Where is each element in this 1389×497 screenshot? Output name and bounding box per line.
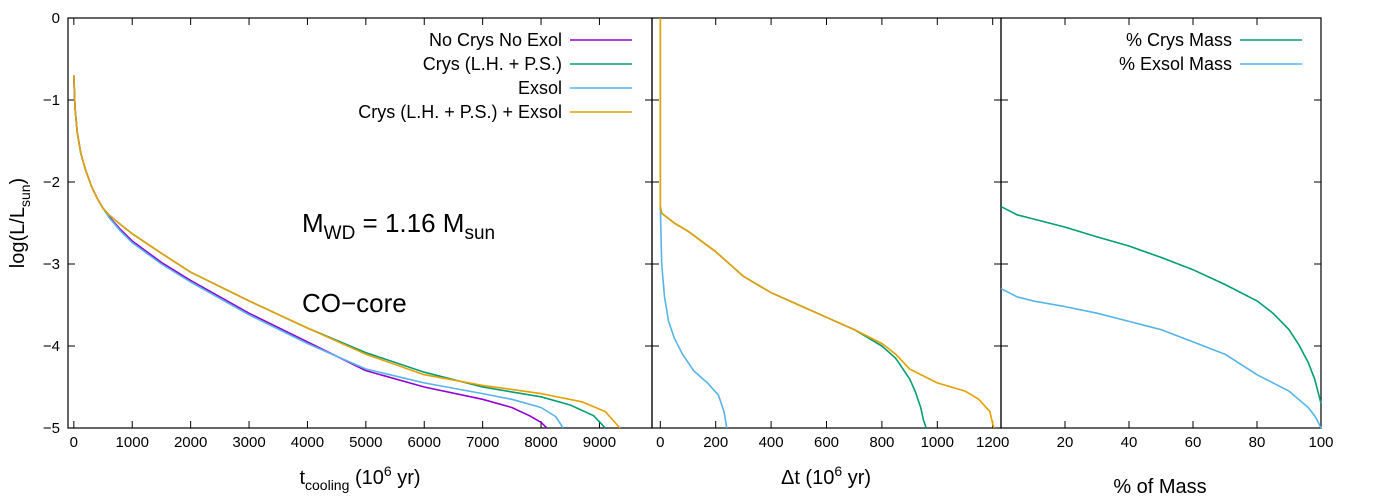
mass-annotation: MWD = 1.16 Msun — [302, 208, 495, 244]
y-tick-label--2: −2 — [43, 174, 60, 191]
x-axis-title-delay: Δt (106 yr) — [781, 463, 871, 489]
x-tick-label-2-20: 20 — [1057, 434, 1074, 451]
x-tick-label-0-8000: 8000 — [524, 434, 557, 451]
panel-2-frame — [651, 17, 1002, 429]
legend-label-crys-l-h-p-s-exsol: Crys (L.H. + P.S.) + Exsol — [358, 102, 562, 122]
x-tick-label-0-5000: 5000 — [349, 434, 382, 451]
x-tick-label-0-1000: 1000 — [116, 434, 149, 451]
panel-mass-fraction: 20 40 60 80 100 % Crys Mass % Exsol Mass % of… — [1000, 17, 1334, 497]
x-tick-label-0-3000: 3000 — [232, 434, 265, 451]
x-tick-label-1-600: 600 — [814, 434, 839, 451]
legend-label-crys-mass: % Crys Mass — [1126, 30, 1232, 50]
panel-1-ticks: 0 1000 2000 3000 4000 5000 6000 7000 8000 9000 0 −1… — [43, 10, 652, 451]
panel-3-frame — [1000, 17, 1322, 429]
x-tick-label-2-100: 100 — [1308, 434, 1333, 451]
series-line-2-exsol-mass — [1000, 287, 1322, 429]
series-line-0-crys-l-h-p-s — [73, 75, 606, 429]
legend-label-no-crys-no-exol: No Crys No Exol — [429, 30, 562, 50]
x-tick-label-0-7000: 7000 — [466, 434, 499, 451]
panel-cooling-curves: 0 1000 2000 3000 4000 5000 6000 7000 8000 9000 0 −1… — [7, 10, 652, 493]
legend-label-crys-l-h-p-s: Crys (L.H. + P.S.) — [423, 54, 562, 74]
core-annotation: CO−core — [302, 288, 407, 318]
series-line-2-crys-mass — [1000, 205, 1322, 404]
x-tick-label-2-60: 60 — [1185, 434, 1202, 451]
x-axis-title-mass: % of Mass — [1113, 476, 1206, 497]
y-tick-label--5: −5 — [43, 420, 60, 437]
series-line-1-crys-l-h-p-s-exsol — [659, 18, 995, 429]
y-tick-label--1: −1 — [43, 92, 60, 109]
legend-label-exsol-mass: % Exsol Mass — [1119, 54, 1232, 74]
x-tick-label-0-9000: 9000 — [583, 434, 616, 451]
x-tick-label-0-4000: 4000 — [291, 434, 324, 451]
panel-1-curves — [73, 75, 621, 429]
panel-3-legend: % Crys Mass % Exsol Mass — [1119, 30, 1302, 74]
y-axis-title: log(L/Lsun) — [7, 178, 33, 268]
panel-3-ticks: 20 40 60 80 100 — [1001, 17, 1334, 451]
x-tick-label-2-40: 40 — [1121, 434, 1138, 451]
x-tick-label-2-80: 80 — [1249, 434, 1266, 451]
y-tick-label-0: 0 — [52, 10, 60, 27]
x-tick-label-1-800: 800 — [869, 434, 894, 451]
x-tick-label-0-6000: 6000 — [408, 434, 441, 451]
panel-1-legend: No Crys No Exol Crys (L.H. + P.S.) Exsol Cr… — [358, 30, 632, 122]
x-tick-label-1-200: 200 — [703, 434, 728, 451]
series-line-0-crys-l-h-p-s-exsol — [73, 75, 621, 429]
panel-2-curves — [659, 18, 995, 429]
panel-delay: 0 200 400 600 800 1000 1200 Δt (106 yr) — [652, 17, 1009, 489]
x-tick-label-0-2000: 2000 — [174, 434, 207, 451]
y-tick-label--4: −4 — [43, 338, 60, 355]
series-line-1-exsol — [659, 206, 728, 429]
series-line-1-crys-l-h-p-s — [659, 18, 927, 429]
x-tick-label-1-1000: 1000 — [921, 434, 954, 451]
x-tick-label-1-0: 0 — [656, 434, 664, 451]
x-tick-label-1-1200: 1200 — [976, 434, 1009, 451]
panel-3-curves — [1000, 205, 1322, 429]
x-tick-label-0-0: 0 — [70, 434, 78, 451]
x-axis-title-cooling: tcooling (106 yr) — [299, 463, 420, 493]
x-tick-label-1-400: 400 — [759, 434, 784, 451]
panel-2-ticks: 0 200 400 600 800 1000 1200 — [652, 17, 1009, 451]
y-tick-label--3: −3 — [43, 256, 60, 273]
legend-label-exsol: Exsol — [518, 78, 562, 98]
